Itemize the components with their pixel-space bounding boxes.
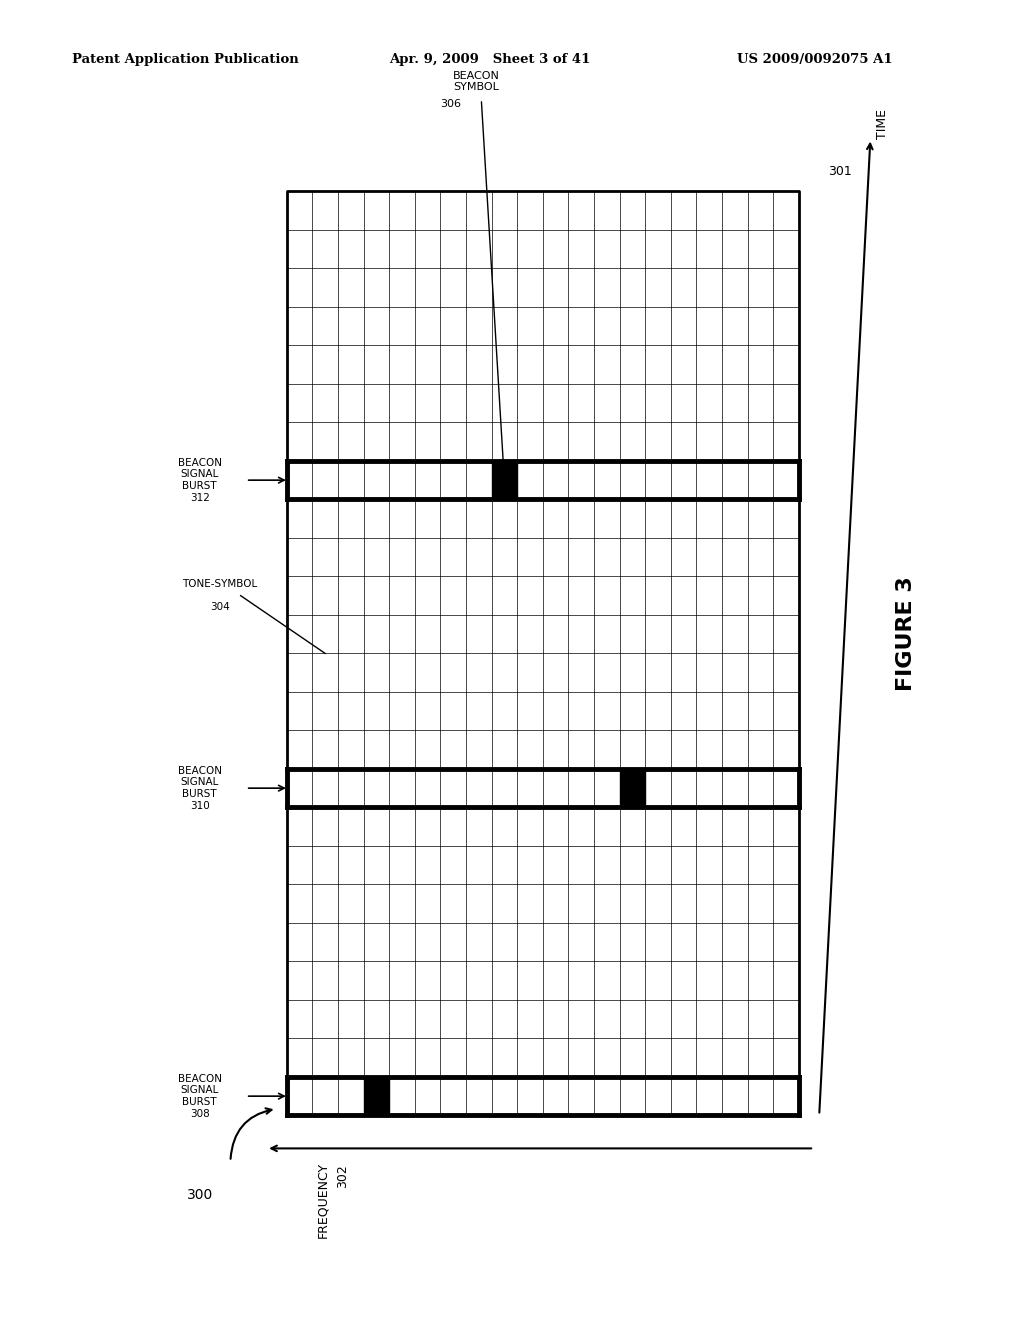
- Text: Apr. 9, 2009   Sheet 3 of 41: Apr. 9, 2009 Sheet 3 of 41: [389, 53, 591, 66]
- Text: BEACON
SYMBOL: BEACON SYMBOL: [453, 71, 500, 92]
- Text: FIGURE 3: FIGURE 3: [896, 577, 916, 690]
- Text: 300: 300: [186, 1188, 213, 1201]
- Text: 304: 304: [210, 602, 230, 612]
- Bar: [492, 461, 517, 499]
- Bar: [364, 1077, 389, 1115]
- Text: BEACON
SIGNAL
BURST
312: BEACON SIGNAL BURST 312: [178, 458, 221, 503]
- Text: 301: 301: [828, 165, 852, 178]
- Bar: [620, 768, 645, 808]
- Text: Patent Application Publication: Patent Application Publication: [72, 53, 298, 66]
- Text: TIME: TIME: [876, 108, 889, 139]
- Text: BEACON
SIGNAL
BURST
310: BEACON SIGNAL BURST 310: [178, 766, 221, 810]
- Text: 302: 302: [337, 1164, 349, 1188]
- Text: BEACON
SIGNAL
BURST
308: BEACON SIGNAL BURST 308: [178, 1073, 221, 1118]
- Text: US 2009/0092075 A1: US 2009/0092075 A1: [737, 53, 893, 66]
- Text: TONE-SYMBOL: TONE-SYMBOL: [182, 579, 258, 589]
- Text: 306: 306: [440, 99, 462, 110]
- Text: FREQUENCY: FREQUENCY: [316, 1162, 329, 1238]
